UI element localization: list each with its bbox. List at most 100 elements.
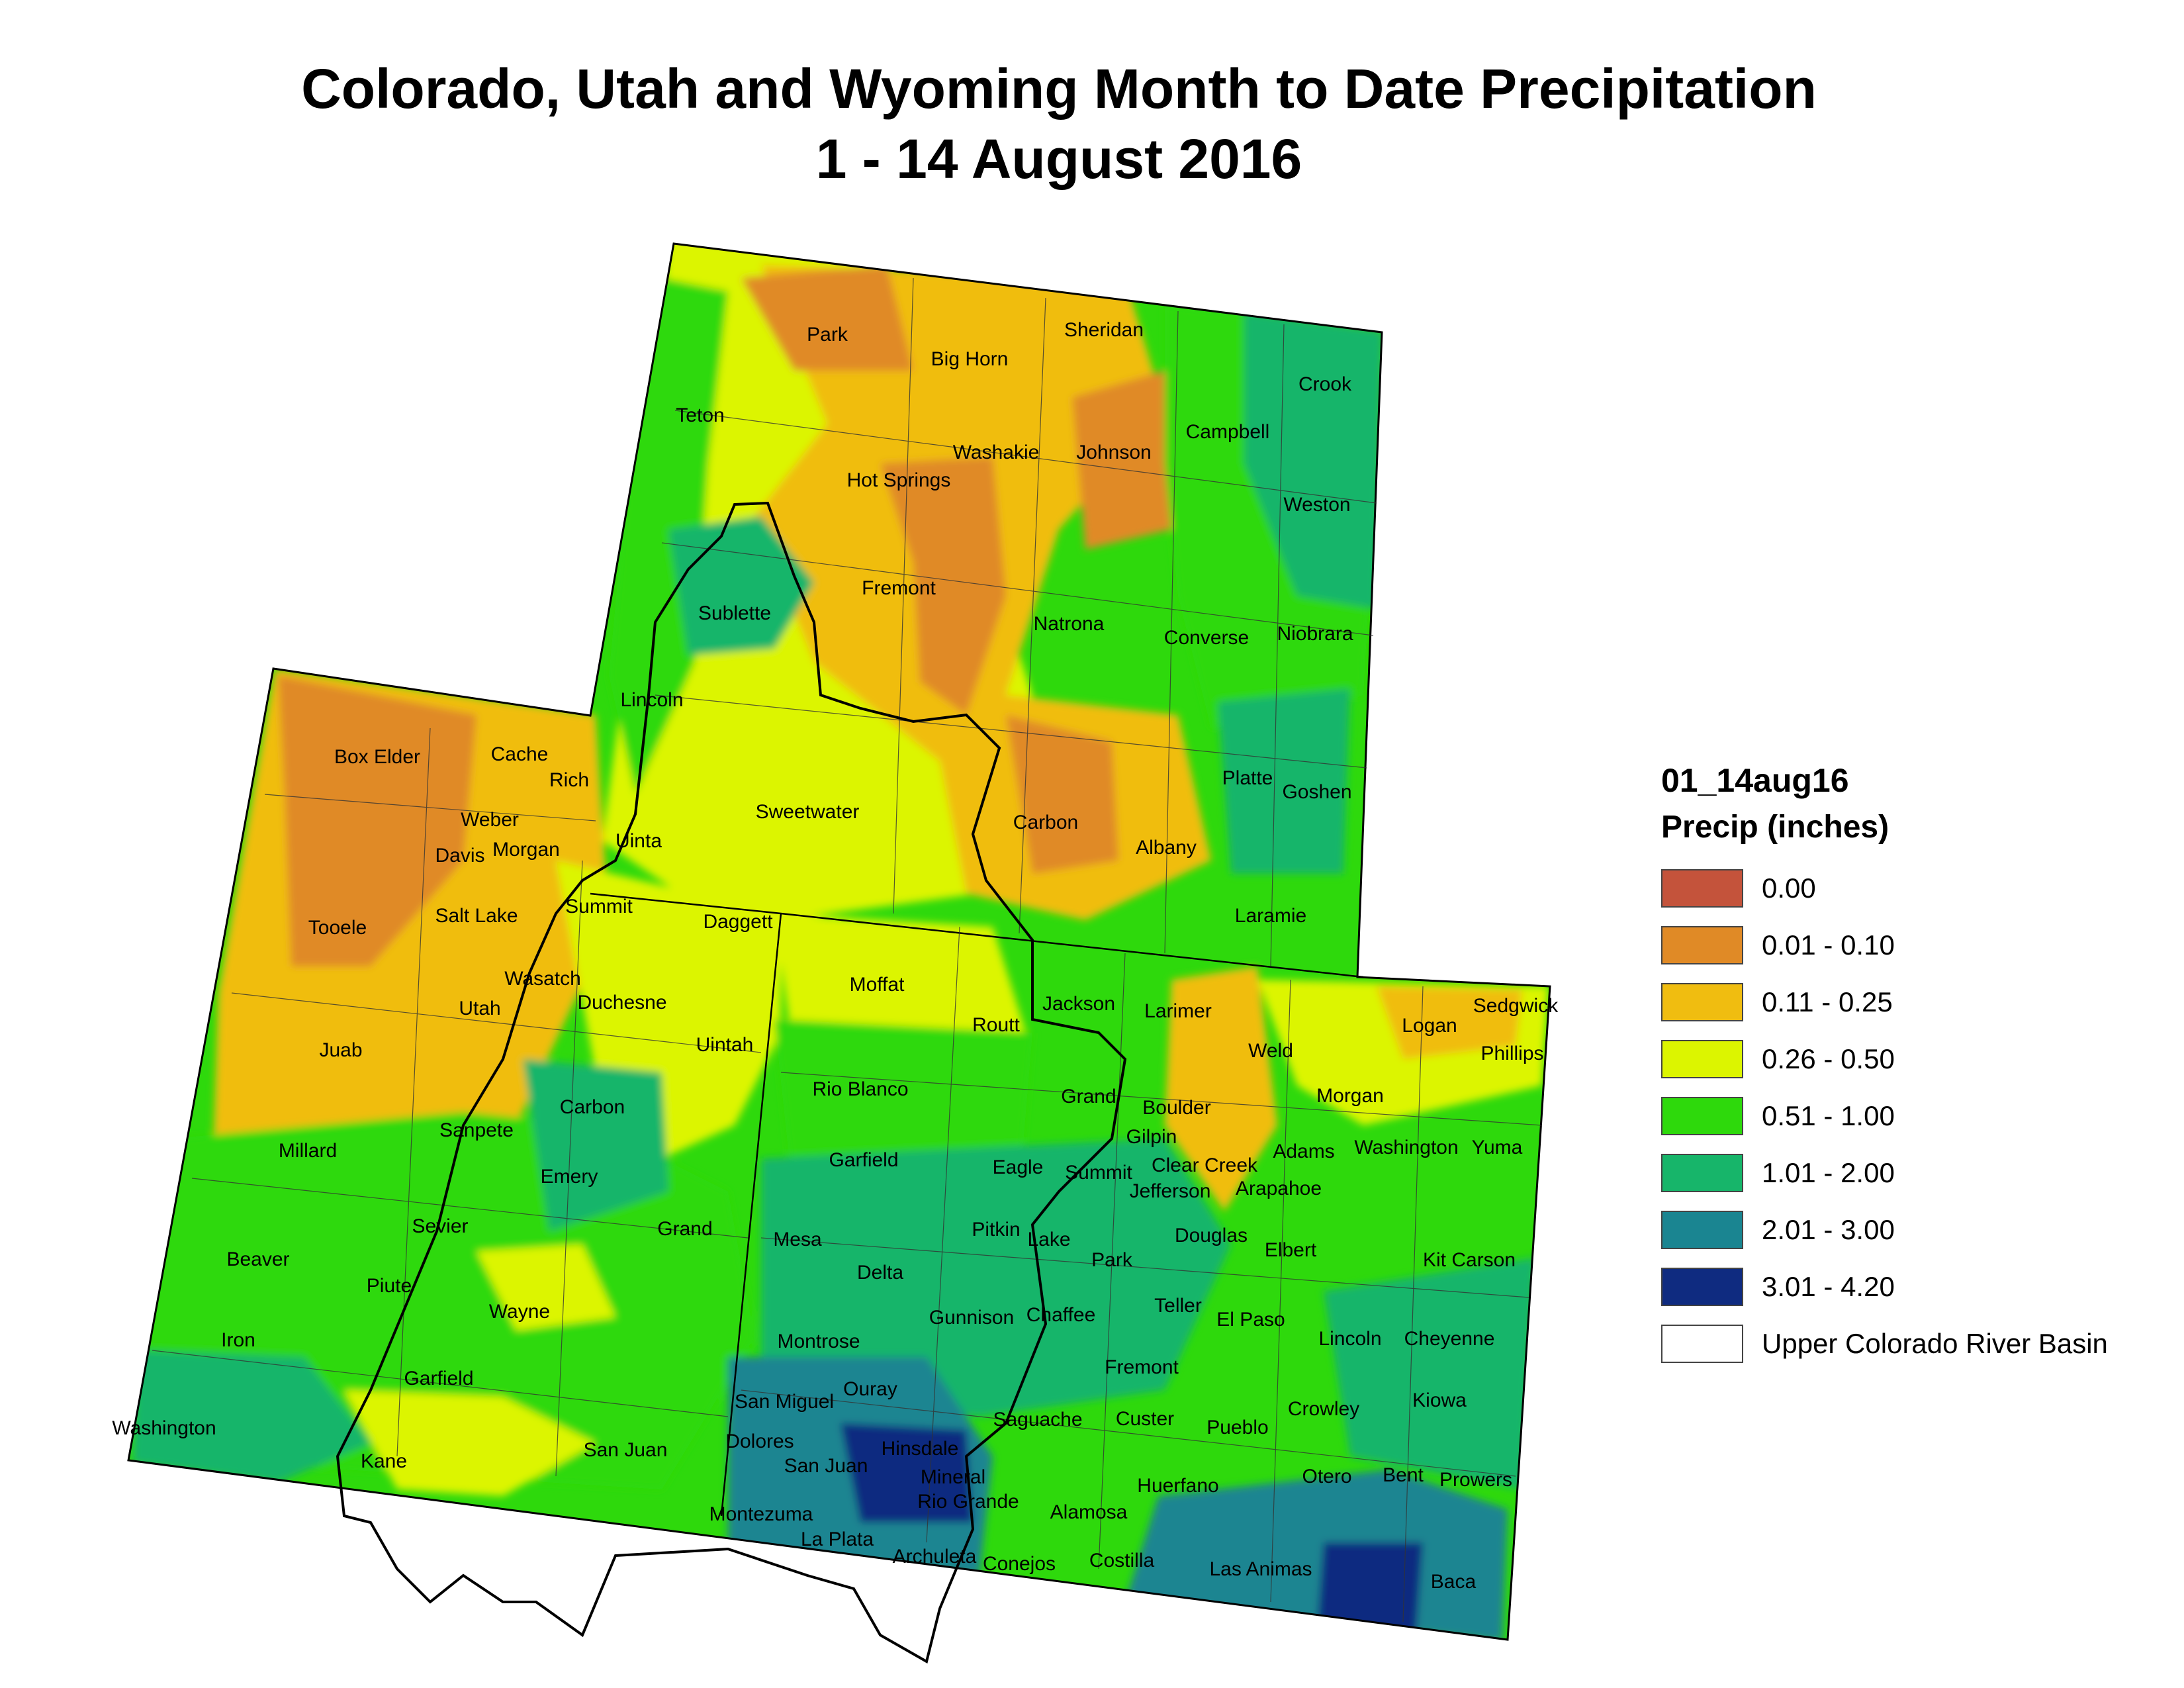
- county-label-colorado-bent: Bent: [1383, 1464, 1424, 1486]
- county-label-colorado-archuleta: Archuleta: [893, 1546, 977, 1568]
- county-label-utah-salt-lake: Salt Lake: [435, 905, 518, 927]
- county-label-colorado-mesa: Mesa: [773, 1229, 822, 1250]
- zone-wy-se-teal: [1218, 688, 1350, 874]
- county-label-colorado-ouray: Ouray: [843, 1378, 897, 1400]
- county-label-utah-washington: Washington: [112, 1417, 216, 1439]
- zone-co-teal-east: [1324, 1258, 1535, 1489]
- county-label-utah-morgan: Morgan: [492, 839, 560, 861]
- county-label-colorado-lake: Lake: [1027, 1229, 1070, 1250]
- zone-ut-dark-orange-2: [311, 808, 371, 960]
- county-label-utah-emery: Emery: [541, 1166, 598, 1188]
- zone-co-navy-baca: [1317, 1542, 1423, 1635]
- county-label-wyoming-converse: Converse: [1164, 627, 1249, 649]
- county-label-colorado-prowers: Prowers: [1439, 1469, 1512, 1491]
- legend-item: 0.00: [1661, 860, 2108, 917]
- county-label-colorado-kit-carson: Kit Carson: [1423, 1249, 1516, 1271]
- legend-swatch: [1661, 1211, 1743, 1249]
- county-label-wyoming-lincoln: Lincoln: [620, 689, 683, 711]
- legend-label: 0.01 - 0.10: [1762, 929, 1895, 961]
- zone-ut-yellow-kane: [344, 1390, 596, 1496]
- county-label-utah-box-elder: Box Elder: [334, 746, 420, 768]
- legend-heading: 01_14aug16: [1661, 762, 1849, 799]
- county-label-wyoming-campbell: Campbell: [1186, 421, 1270, 443]
- legend-swatch: [1661, 1325, 1743, 1363]
- county-label-colorado-san-juan: San Juan: [784, 1455, 868, 1477]
- county-label-colorado-hinsdale: Hinsdale: [882, 1438, 959, 1460]
- legend-swatch: [1661, 869, 1743, 908]
- county-label-colorado-crowley: Crowley: [1288, 1398, 1359, 1420]
- county-label-utah-piute: Piute: [367, 1275, 412, 1297]
- county-label-colorado-san-miguel: San Miguel: [735, 1391, 834, 1413]
- county-label-utah-daggett: Daggett: [703, 911, 773, 933]
- county-label-wyoming-platte: Platte: [1222, 767, 1273, 789]
- county-labels: Park Big Horn Sheridan Crook Teton Campbell Wa…: [112, 319, 1559, 1593]
- legend-item: 1.01 - 2.00: [1661, 1145, 2108, 1201]
- county-label-wyoming-sweetwater: Sweetwater: [756, 801, 860, 823]
- county-label-colorado-kiowa: Kiowa: [1412, 1389, 1467, 1411]
- county-label-colorado-baca: Baca: [1431, 1571, 1477, 1593]
- county-label-colorado-saguache: Saguache: [993, 1409, 1082, 1430]
- county-label-colorado-la-plata: La Plata: [801, 1528, 874, 1550]
- map-subtitle: 1 - 14 August 2016: [815, 128, 1302, 190]
- county-label-colorado-morgan: Morgan: [1316, 1085, 1384, 1107]
- county-label-utah-grand: Grand: [657, 1218, 712, 1240]
- legend-label: 3.01 - 4.20: [1762, 1271, 1895, 1302]
- county-label-colorado-delta: Delta: [857, 1262, 903, 1284]
- county-label-colorado-lincoln: Lincoln: [1318, 1328, 1381, 1350]
- county-label-wyoming-sublette: Sublette: [698, 602, 771, 624]
- county-label-colorado-arapahoe: Arapahoe: [1236, 1178, 1322, 1199]
- county-label-wyoming-teton: Teton: [676, 404, 724, 426]
- county-label-colorado-logan: Logan: [1402, 1015, 1457, 1037]
- legend-item: 3.01 - 4.20: [1661, 1258, 2108, 1315]
- legend-item: 0.26 - 0.50: [1661, 1031, 2108, 1088]
- county-label-wyoming-laramie: Laramie: [1235, 905, 1306, 927]
- county-label-utah-millard: Millard: [279, 1140, 337, 1162]
- county-label-colorado-douglas: Douglas: [1175, 1225, 1248, 1246]
- county-label-utah-beaver: Beaver: [226, 1248, 289, 1270]
- county-label-colorado-clear-creek: Clear Creek: [1152, 1154, 1258, 1176]
- legend-label: 0.11 - 0.25: [1762, 986, 1893, 1017]
- county-label-colorado-jefferson: Jefferson: [1130, 1180, 1211, 1202]
- legend-swatch: [1661, 1268, 1743, 1306]
- county-label-utah-utah: Utah: [459, 998, 500, 1019]
- county-label-colorado-montezuma: Montezuma: [709, 1503, 813, 1525]
- legend-label: Upper Colorado River Basin: [1762, 1328, 2108, 1359]
- upper-colorado-river-basin-outline: [336, 501, 1127, 1664]
- state-boundaries: [590, 892, 1364, 1517]
- legend-item: Upper Colorado River Basin: [1661, 1315, 2108, 1372]
- county-label-wyoming-goshen: Goshen: [1282, 781, 1351, 803]
- zone-wy-dark-orange-4: [1006, 715, 1118, 874]
- zone-wy-dark-orange-1: [741, 265, 913, 371]
- legend: 01_14aug16 Precip (inches) 0.00 0.01 - 0.…: [1661, 761, 2108, 1372]
- county-label-colorado-montrose: Montrose: [777, 1331, 860, 1352]
- county-label-wyoming-weston: Weston: [1283, 494, 1350, 516]
- county-label-colorado-alamosa: Alamosa: [1050, 1501, 1128, 1523]
- county-label-colorado-conejos: Conejos: [983, 1553, 1056, 1575]
- zone-ut-yellow-wayne: [477, 1244, 615, 1331]
- county-label-wyoming-johnson: Johnson: [1076, 442, 1151, 463]
- county-label-colorado-huerfano: Huerfano: [1137, 1475, 1218, 1497]
- county-label-utah-uintah: Uintah: [696, 1034, 754, 1056]
- county-label-colorado-chaffee: Chaffee: [1026, 1304, 1096, 1326]
- legend-swatch: [1661, 926, 1743, 964]
- county-label-colorado-pitkin: Pitkin: [972, 1219, 1020, 1241]
- county-label-wyoming-park: Park: [807, 324, 848, 346]
- county-label-colorado-phillips: Phillips: [1480, 1043, 1543, 1064]
- county-label-colorado-las-animas: Las Animas: [1209, 1558, 1312, 1580]
- county-label-wyoming-fremont: Fremont: [862, 577, 936, 599]
- county-label-utah-duchesne: Duchesne: [577, 992, 666, 1013]
- county-label-colorado-cheyenne: Cheyenne: [1404, 1328, 1495, 1350]
- zone-wy-east-teal: [1244, 311, 1383, 609]
- county-label-utah-sanpete: Sanpete: [439, 1119, 514, 1141]
- county-label-colorado-yuma: Yuma: [1472, 1137, 1523, 1158]
- county-label-colorado-summit: Summit: [1065, 1162, 1132, 1184]
- county-label-colorado-otero: Otero: [1302, 1466, 1351, 1487]
- zone-co-yellow-frontrange: [1165, 966, 1277, 1211]
- legend-item: 0.51 - 1.00: [1661, 1088, 2108, 1145]
- county-label-wyoming-niobrara: Niobrara: [1277, 623, 1353, 645]
- zone-wy-dark-orange-2: [880, 457, 1006, 715]
- county-label-utah-wasatch: Wasatch: [504, 968, 581, 990]
- county-label-colorado-custer: Custer: [1116, 1408, 1174, 1430]
- county-label-colorado-rio-grande: Rio Grande: [917, 1491, 1019, 1513]
- zone-wy-dark-orange-3: [1072, 371, 1171, 549]
